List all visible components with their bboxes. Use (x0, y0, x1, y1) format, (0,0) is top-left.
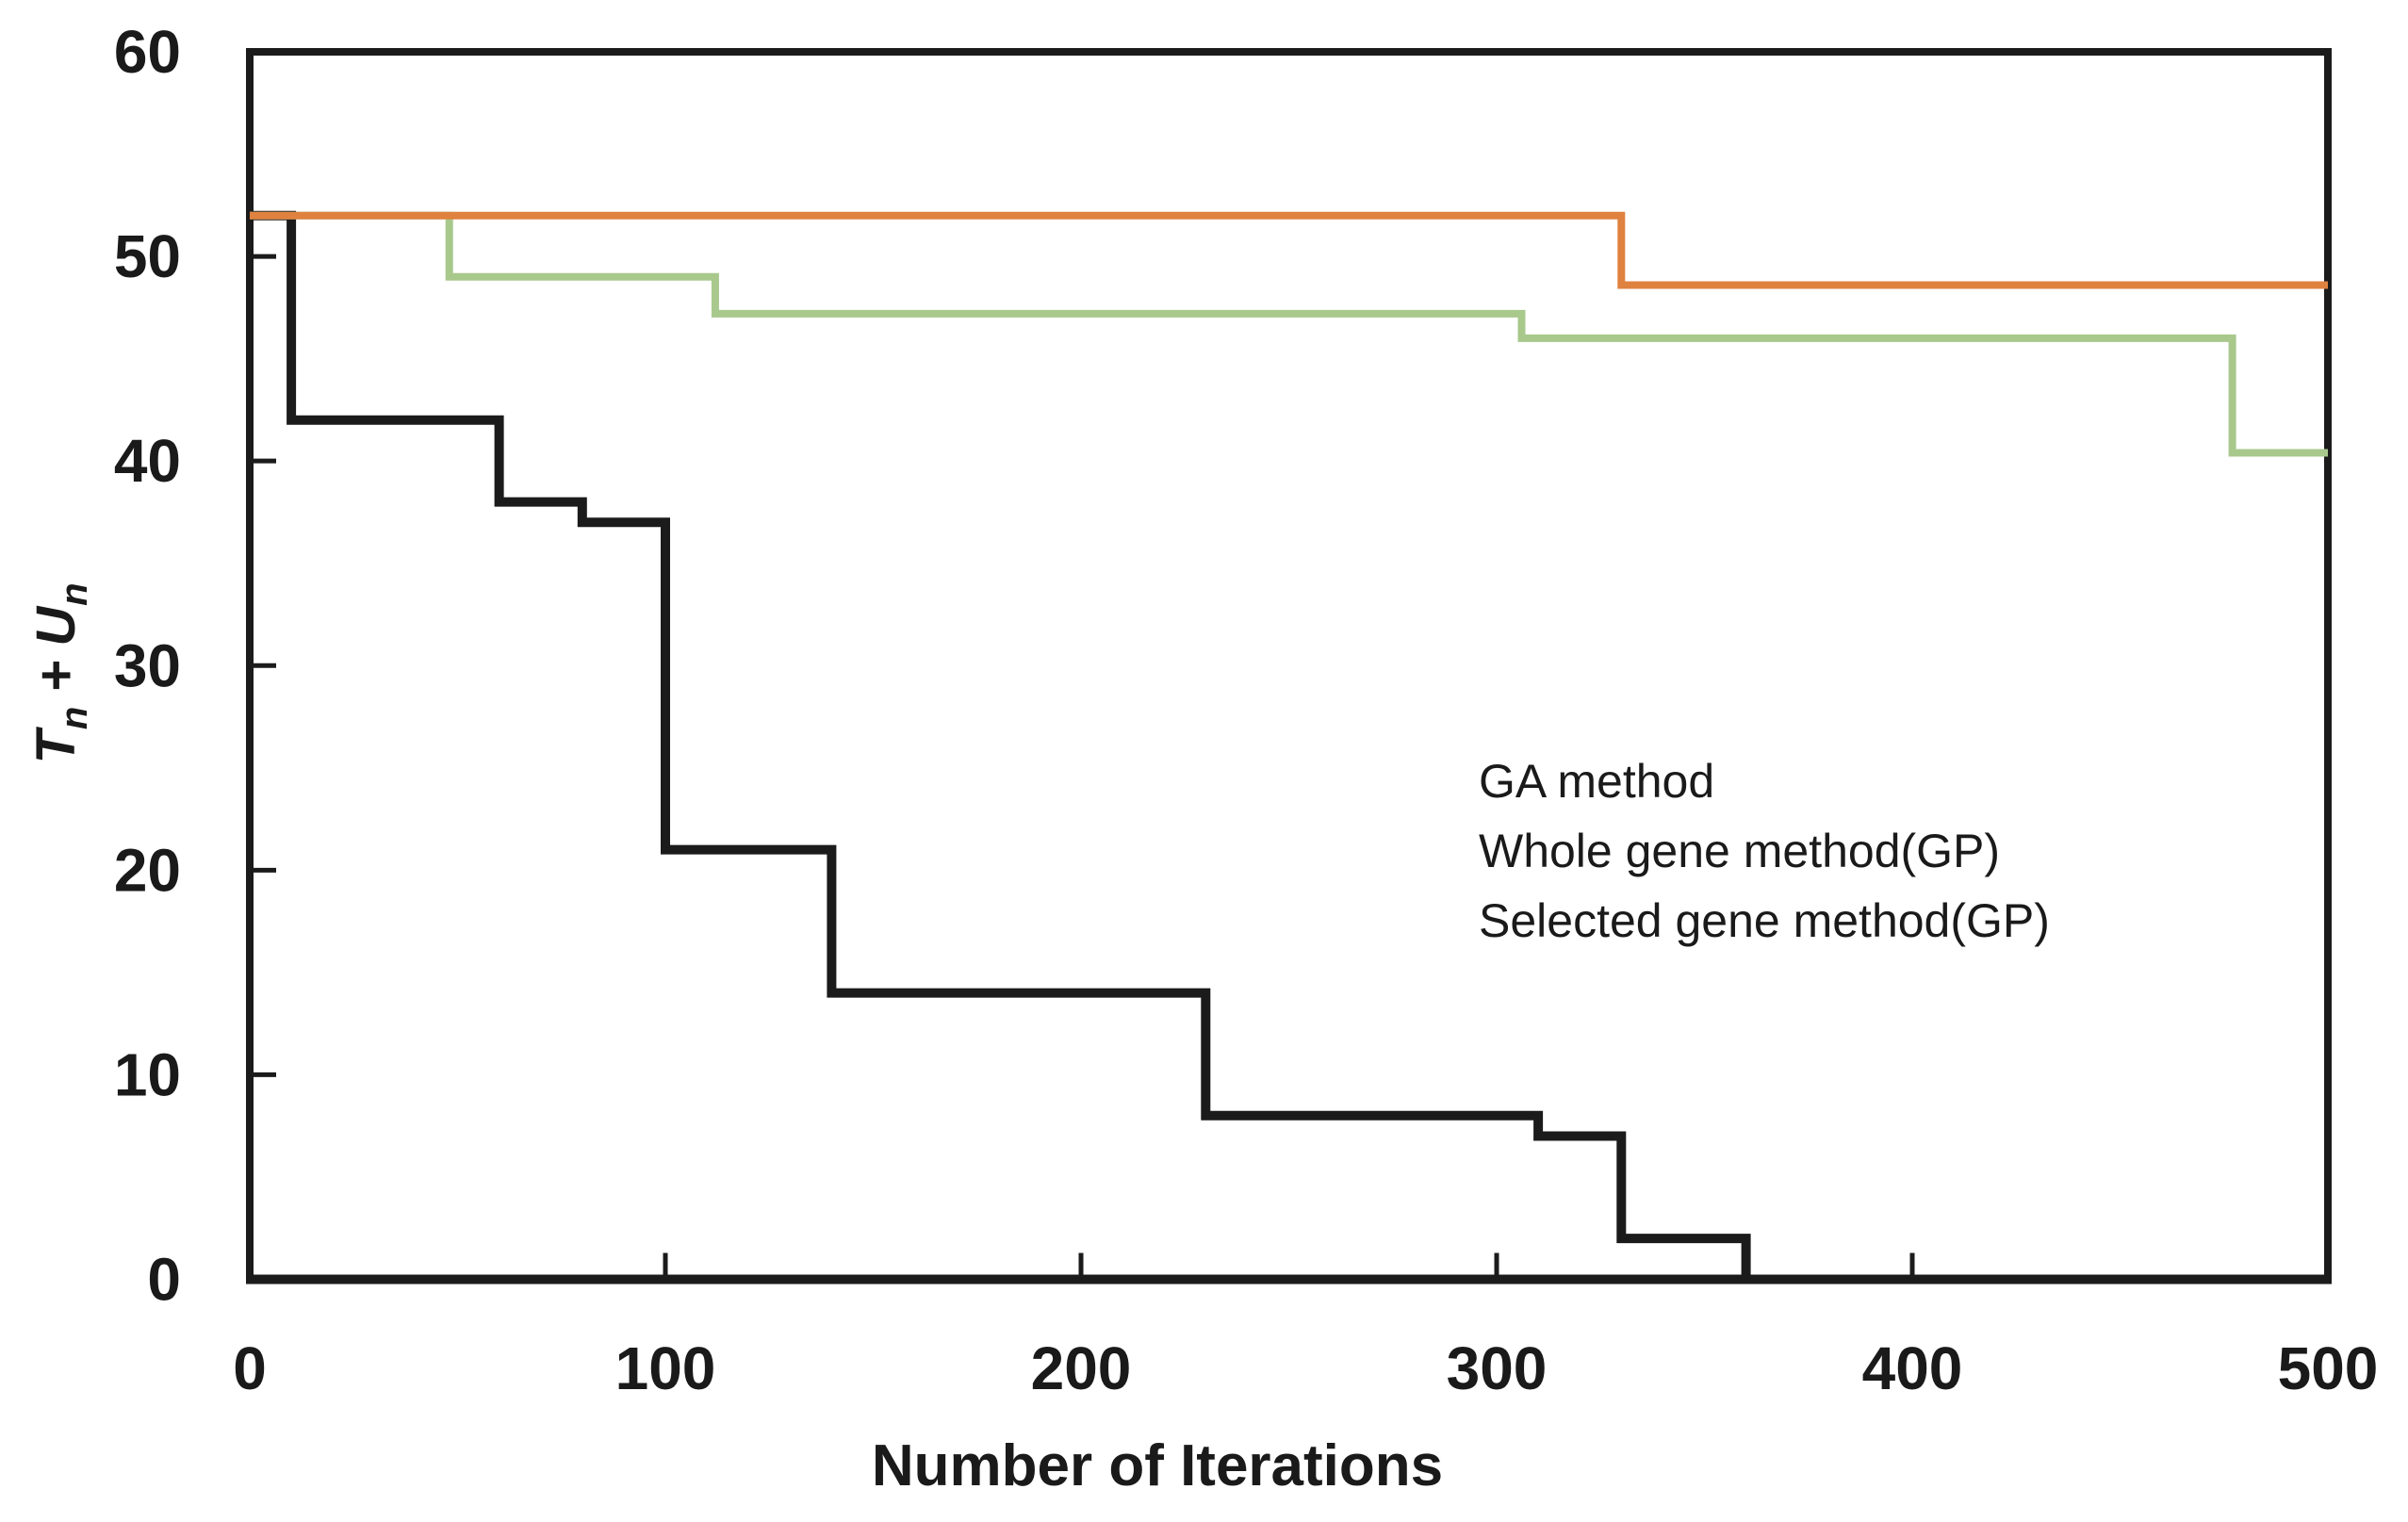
y-tick-label: 60 (114, 18, 181, 86)
y-axis-sub2: n (53, 581, 95, 606)
x-tick-label: 200 (1031, 1334, 1132, 1402)
y-tick-label: 0 (147, 1246, 181, 1314)
x-tick-label: 500 (2278, 1334, 2379, 1402)
legend-item-whole-gene-method: Whole gene method(GP) (1401, 816, 2050, 886)
y-tick-label: 40 (114, 427, 181, 495)
x-tick-label: 300 (1447, 1334, 1548, 1402)
legend-label: Selected gene method(GP) (1479, 894, 2050, 947)
y-tick-label: 10 (114, 1040, 181, 1108)
x-tick-label: 0 (233, 1334, 267, 1402)
y-tick-label: 20 (114, 836, 181, 904)
y-tick-label: 30 (114, 631, 181, 699)
y-axis-sub1: n (53, 705, 95, 730)
legend-item-ga-method: GA method (1401, 746, 2050, 816)
y-axis-title: Tn + Un (25, 581, 96, 763)
y-axis-operator: + (25, 659, 88, 693)
x-axis-title: Number of Iterations (871, 1433, 1444, 1498)
legend-label: Whole gene method(GP) (1479, 825, 2001, 877)
y-tick-label: 50 (114, 222, 181, 290)
legend-item-selected-gene-method: Selected gene method(GP) (1401, 886, 2050, 956)
series-line-whole-gene-method (250, 211, 2328, 457)
legend-label: GA method (1479, 755, 1715, 808)
x-tick-label: 100 (615, 1334, 716, 1402)
y-axis-var1: T (25, 729, 88, 764)
x-tick-label: 400 (1862, 1334, 1963, 1402)
series-line-ga-method (250, 211, 2328, 289)
legend: GA method Whole gene method(GP) Selected… (1401, 746, 2050, 956)
y-axis-var2: U (25, 605, 88, 646)
plot-area-border (246, 48, 2332, 1284)
series-line-selected-gene-method (250, 210, 1751, 1280)
